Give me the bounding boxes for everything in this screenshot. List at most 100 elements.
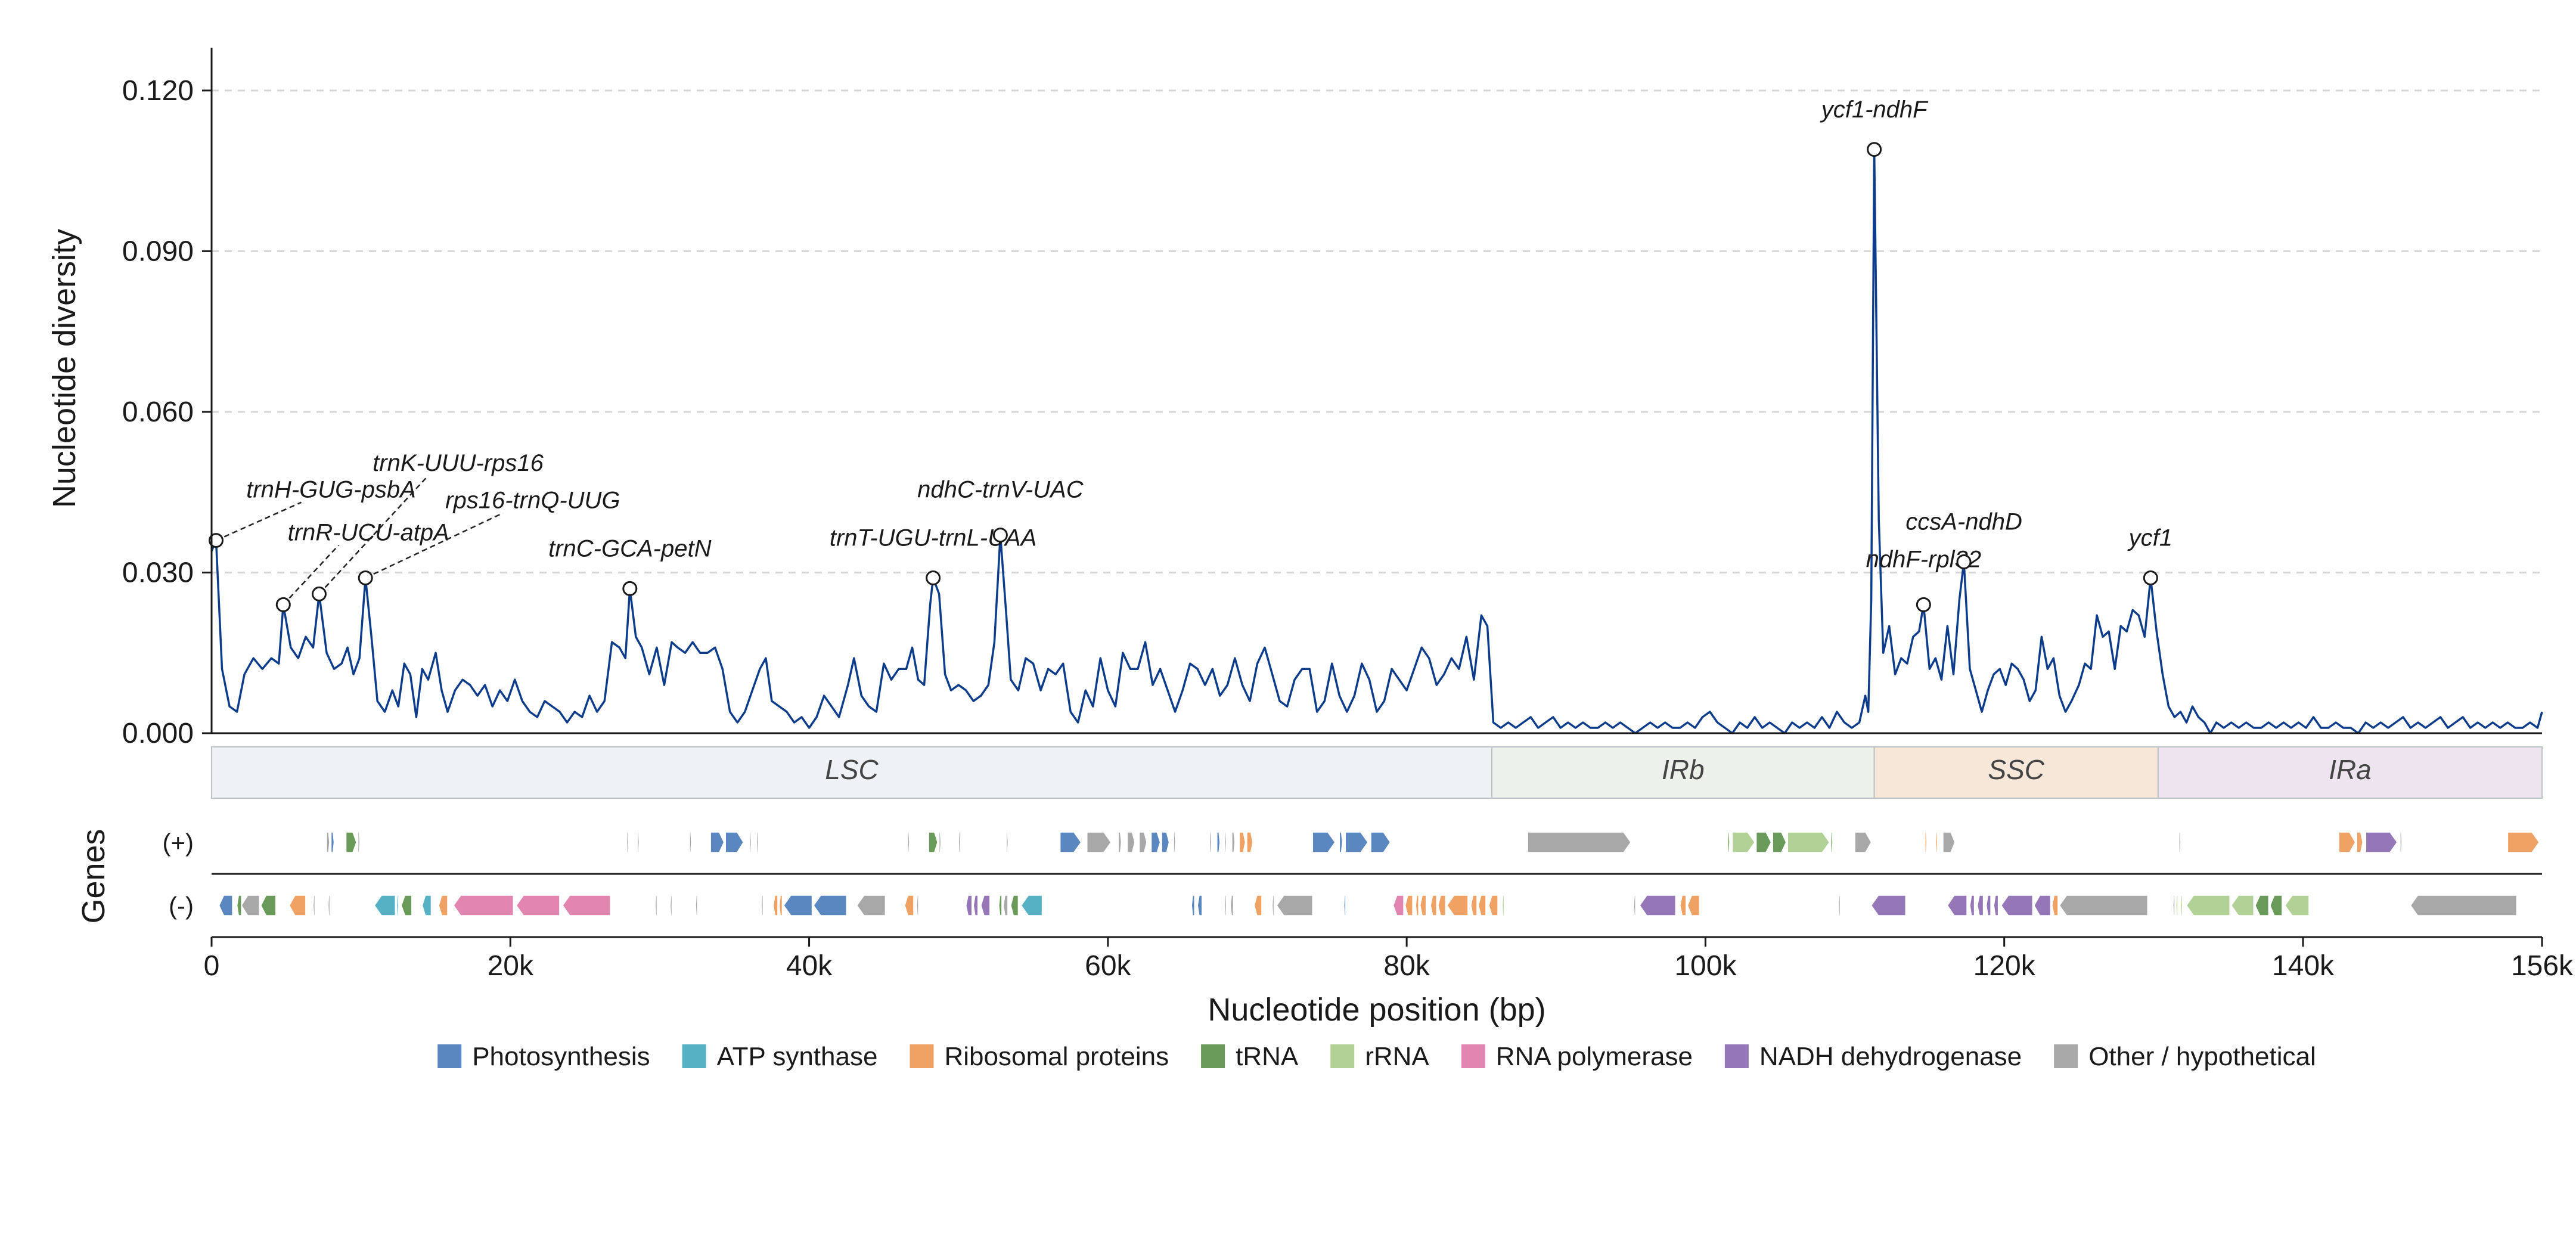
- gene-minus-ribo: [1446, 895, 1469, 916]
- gene-plus-ribo: [1246, 832, 1253, 853]
- gene-plus-other: [626, 832, 629, 853]
- minus-strand-label: (-): [169, 892, 194, 920]
- gene-minus-other: [1003, 895, 1008, 916]
- gene-minus-rnapol: [1392, 895, 1404, 916]
- gene-minus-atp: [1020, 895, 1043, 916]
- gene-minus-other: [856, 895, 886, 916]
- gene-plus-other: [637, 832, 640, 853]
- peak-label: trnH-GUG-psbA: [246, 477, 416, 503]
- gene-minus-photo: [813, 895, 847, 916]
- gene-minus-other: [1230, 895, 1234, 916]
- gene-minus-ribo: [1488, 895, 1498, 916]
- x-tick-label: 80k: [1383, 950, 1430, 982]
- y-tick-label: 0.090: [122, 235, 194, 267]
- gene-plus-other: [1527, 832, 1632, 853]
- gene-minus-ribo: [1404, 895, 1413, 916]
- gene-minus-ndh: [2033, 895, 2052, 916]
- legend-label: NADH dehydrogenase: [1759, 1042, 2022, 1071]
- x-tick-label: 60k: [1085, 950, 1131, 982]
- gene-minus-ribo: [1419, 895, 1427, 916]
- gene-minus-ribo: [904, 895, 914, 916]
- gene-minus-ndh: [980, 895, 991, 916]
- gene-minus-trna: [260, 895, 277, 916]
- gene-minus-other: [327, 895, 331, 916]
- peak-label: ndhC-trnV-UAC: [917, 477, 1084, 503]
- gene-minus-ribo: [1680, 895, 1687, 916]
- legend-label: Photosynthesis: [472, 1042, 650, 1071]
- gene-plus-trna: [1755, 832, 1772, 853]
- legend-label: rRNA: [1365, 1042, 1429, 1071]
- gene-minus-ndh: [1993, 895, 1999, 916]
- gene-minus-ribo: [1415, 895, 1419, 916]
- gene-plus-ribo: [1935, 832, 1938, 853]
- gene-plus-photo: [1161, 832, 1170, 853]
- gene-minus-ribo: [288, 895, 306, 916]
- gene-plus-other: [749, 832, 752, 853]
- gene-plus-other: [1854, 832, 1872, 853]
- gene-plus-trna: [928, 832, 938, 853]
- gene-minus-trna: [401, 895, 412, 916]
- gene-plus-trna: [1830, 832, 1833, 853]
- gene-minus-other: [1271, 895, 1275, 916]
- gene-minus-rrna: [1501, 895, 1505, 916]
- legend-label: Ribosomal proteins: [945, 1042, 1169, 1071]
- peak-marker: [622, 581, 638, 596]
- gene-minus-other: [2410, 895, 2518, 916]
- legend-swatch: [437, 1044, 462, 1068]
- gene-plus-photo: [1150, 832, 1161, 853]
- gene-minus-other: [654, 895, 658, 916]
- gene-minus-trna: [998, 895, 1003, 916]
- gene-tracks: [212, 832, 2542, 916]
- gene-minus-trna: [1010, 895, 1019, 916]
- gene-minus-rnapol: [453, 895, 514, 916]
- gene-plus-trna: [1727, 832, 1730, 853]
- gene-plus-trna: [1772, 832, 1787, 853]
- legend-item-rnapol: RNA polymerase: [1461, 1042, 1693, 1071]
- gene-plus-photo: [710, 832, 725, 853]
- peak-leader-line: [283, 544, 340, 606]
- gene-minus-other: [695, 895, 698, 916]
- gene-minus-other: [1838, 895, 1841, 916]
- gene-minus-rrna: [2180, 895, 2183, 916]
- peak-leader-line: [318, 474, 429, 595]
- gene-plus-rrna: [1787, 832, 1830, 853]
- legend-label: RNA polymerase: [1496, 1042, 1693, 1071]
- gene-plus-other: [1173, 832, 1176, 853]
- gene-minus-ndh: [1870, 895, 1907, 916]
- x-axis-title: Nucleotide position (bp): [1208, 992, 1545, 1028]
- gene-minus-ndh: [965, 895, 973, 916]
- gene-minus-ribo: [438, 895, 448, 916]
- genes-track-title: Genes: [76, 829, 111, 923]
- legend-item-trna: tRNA: [1201, 1042, 1299, 1071]
- gene-minus-rnapol: [516, 895, 560, 916]
- gene-plus-other: [2178, 832, 2181, 853]
- gene-minus-rrna: [2230, 895, 2255, 916]
- gene-plus-ribo: [2356, 832, 2363, 853]
- gene-plus-other: [689, 832, 692, 853]
- peak-marker: [275, 597, 291, 612]
- gene-minus-atp: [421, 895, 432, 916]
- gene-minus-ndh: [1969, 895, 1975, 916]
- plus-strand-label: (+): [163, 829, 194, 857]
- gene-plus-ribo: [2338, 832, 2356, 853]
- gene-plus-photo: [330, 832, 335, 853]
- peak-marker: [1916, 597, 1931, 612]
- gene-minus-atp: [396, 895, 399, 916]
- gene-minus-ndh: [1639, 895, 1677, 916]
- axes: 0.000 0.030 0.060 0.090 0.120 0 20k 40k 60k 80k 10…: [122, 48, 2574, 982]
- region-label: SSC: [1988, 754, 2044, 785]
- x-tick-label: 100k: [1674, 950, 1737, 982]
- legend-label: ATP synthase: [717, 1042, 878, 1071]
- gene-minus-trna: [2270, 895, 2283, 916]
- gene-minus-photo: [1191, 895, 1195, 916]
- peak-annotations: trnH-GUG-psbA trnR-UCU-atpA trnK-UUU-rps16…: [209, 97, 2172, 612]
- peak-marker: [992, 528, 1008, 543]
- legend-swatch: [910, 1044, 934, 1068]
- gene-plus-other: [907, 832, 910, 853]
- legend-label: Other / hypothetical: [2088, 1042, 2316, 1071]
- gene-minus-ribo: [1470, 895, 1478, 916]
- gene-minus-rnapol: [562, 895, 611, 916]
- gene-plus-other: [958, 832, 961, 853]
- gene-minus-other: [1276, 895, 1313, 916]
